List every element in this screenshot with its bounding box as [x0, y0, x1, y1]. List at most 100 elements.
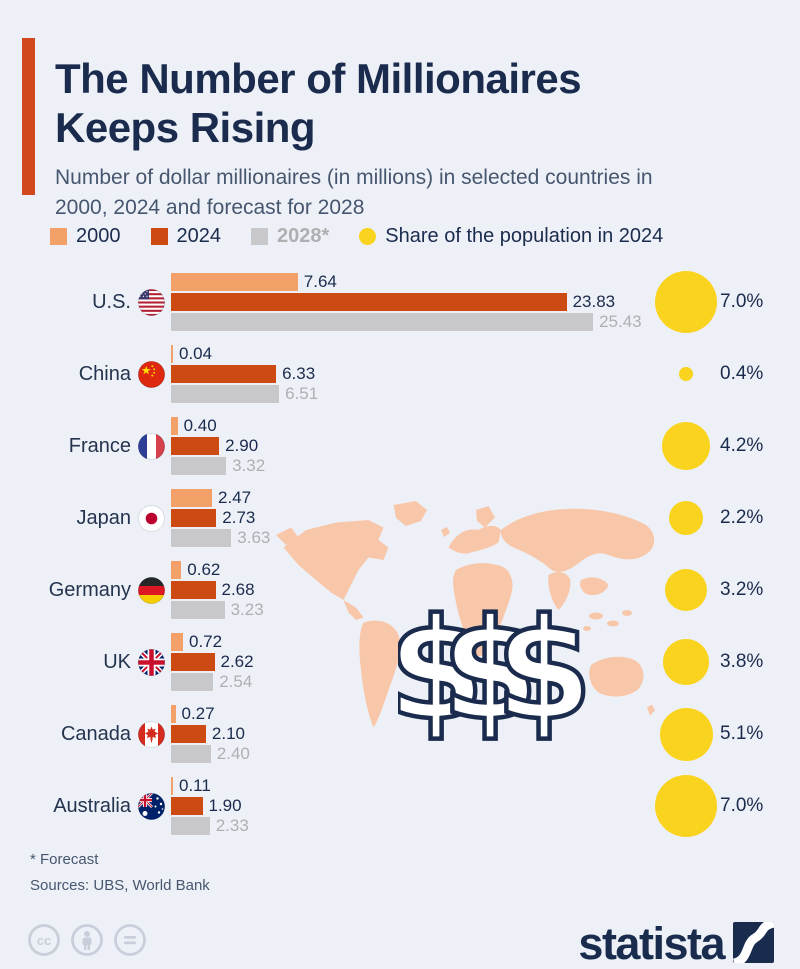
value-label: 0.72	[189, 632, 223, 651]
flag-cn-icon	[138, 360, 165, 388]
share-percent-label: 5.1%	[720, 723, 764, 744]
sources-line: Sources: UBS, World Bank	[30, 877, 210, 894]
bar-group-au: 0.11 1.90 2.33	[171, 777, 249, 837]
bar-uk-2000	[171, 633, 183, 651]
chart-row-au: Australia 0.11 1.90 2.33 7.0%	[0, 770, 800, 842]
legend-swatch-2024	[150, 228, 168, 245]
flag-au-icon	[138, 792, 165, 820]
share-bubble-cn	[678, 366, 694, 382]
share-bubble-uk	[663, 639, 709, 685]
bar-fr-2028	[171, 457, 227, 475]
legend-item-2028: 2028*	[251, 225, 329, 248]
bar-jp-2000	[171, 489, 212, 507]
share-bubble-au	[654, 774, 718, 838]
value-label: 2.73	[222, 508, 256, 527]
value-label: 23.83	[572, 292, 616, 311]
bar-cn-2028	[171, 385, 280, 403]
share-percent-label: 0.4%	[720, 363, 764, 384]
country-name: China	[78, 362, 131, 385]
bar-group-de: 0.62 2.68 3.23	[171, 561, 264, 621]
value-label: 1.90	[208, 796, 242, 815]
value-label: 0.11	[179, 776, 211, 795]
chart-row-jp: Japan 2.47 2.73 3.63 2.2%	[0, 482, 800, 554]
value-label: 2.40	[216, 744, 250, 763]
value-label: 6.51	[285, 384, 319, 403]
legend-swatch-2028	[251, 228, 268, 245]
legend-item-share: Share of the population in 2024	[359, 225, 663, 248]
country-label-ca: Canada	[0, 698, 165, 770]
page-subtitle: Number of dollar millionaires (in millio…	[55, 166, 653, 219]
flag-jp-icon	[138, 504, 165, 532]
country-name: Japan	[76, 506, 132, 529]
bar-chart: U.S. 7.64 23.83 25.43 7.0% China 0.04 6.33 6.51 0…	[0, 266, 800, 842]
bar-cn-2024	[171, 365, 277, 383]
country-name: U.S.	[92, 290, 131, 313]
bar-de-2028	[171, 601, 225, 619]
value-label: 25.43	[599, 312, 642, 331]
share-percent-label: 2.2%	[720, 507, 764, 528]
page-title: The Number of Millionaires Keeps Rising	[55, 55, 582, 152]
country-name: UK	[103, 650, 131, 673]
legend-swatch-2000	[50, 228, 67, 245]
bar-ca-2028	[171, 745, 211, 763]
bar-de-2000	[171, 561, 182, 579]
country-name: Germany	[48, 578, 131, 601]
country-label-us: U.S.	[0, 266, 165, 338]
chart-row-cn: China 0.04 6.33 6.51 0.4%	[0, 338, 800, 410]
cc-license-icon	[28, 924, 60, 956]
value-label: 2.33	[215, 816, 249, 835]
country-label-jp: Japan	[0, 482, 165, 554]
bar-cn-2000	[171, 345, 173, 363]
statista-logo-text: statista	[578, 918, 725, 969]
share-bubble-fr	[661, 421, 711, 471]
title-accent-bar	[22, 38, 35, 195]
bar-fr-2000	[171, 417, 178, 435]
share-bubble-de	[665, 569, 707, 611]
attribution-icon	[71, 924, 103, 956]
legend-item-2024: 2024	[150, 225, 222, 248]
bar-ca-2000	[171, 705, 176, 723]
chart-row-de: Germany 0.62 2.68 3.23 3.2%	[0, 554, 800, 626]
share-percent-label: 4.2%	[720, 435, 764, 456]
bar-au-2024	[171, 797, 203, 815]
value-label: 2.10	[211, 724, 245, 743]
share-percent-label: 3.8%	[720, 651, 764, 672]
flag-uk-icon	[138, 648, 165, 676]
bar-group-us: 7.64 23.83 25.43	[171, 273, 642, 333]
share-percent-label: 7.0%	[720, 291, 764, 312]
flag-us-icon	[138, 288, 165, 316]
value-label: 3.32	[232, 456, 266, 475]
bar-us-2000	[171, 273, 298, 291]
license-icons[interactable]: cc	[27, 923, 150, 962]
value-label: 0.27	[181, 704, 215, 723]
legend-label-2024: 2024	[176, 225, 222, 247]
bar-ca-2024	[171, 725, 206, 743]
chart-legend: 2000 2024 2028* Share of the population …	[50, 225, 663, 248]
bar-jp-2028	[171, 529, 232, 547]
country-label-au: Australia	[0, 770, 165, 842]
forecast-footnote: * Forecast	[30, 851, 99, 868]
legend-label-2000: 2000	[76, 225, 121, 247]
value-label: 6.33	[282, 364, 316, 383]
value-label: 3.63	[237, 528, 271, 547]
value-label: 2.90	[225, 436, 259, 455]
bar-au-2028	[171, 817, 210, 835]
value-label: 7.64	[303, 272, 337, 291]
bar-de-2024	[171, 581, 216, 599]
statista-logo[interactable]: statista	[578, 918, 774, 969]
country-label-uk: UK	[0, 626, 165, 698]
country-name: Canada	[60, 722, 131, 745]
bar-jp-2024	[171, 509, 217, 527]
no-derivatives-icon	[114, 924, 146, 956]
bar-uk-2024	[171, 653, 215, 671]
chart-row-fr: France 0.40 2.90 3.32 4.2%	[0, 410, 800, 482]
value-label: 2.68	[221, 580, 255, 599]
value-label: 0.40	[183, 416, 217, 435]
dollar-signs-graphic: $$$	[398, 600, 595, 750]
share-bubble-ca	[659, 707, 713, 761]
share-bubble-jp	[668, 500, 704, 536]
bar-group-jp: 2.47 2.73 3.63	[171, 489, 270, 549]
world-map-graphic	[276, 501, 655, 728]
svg-text:$: $	[441, 600, 538, 750]
